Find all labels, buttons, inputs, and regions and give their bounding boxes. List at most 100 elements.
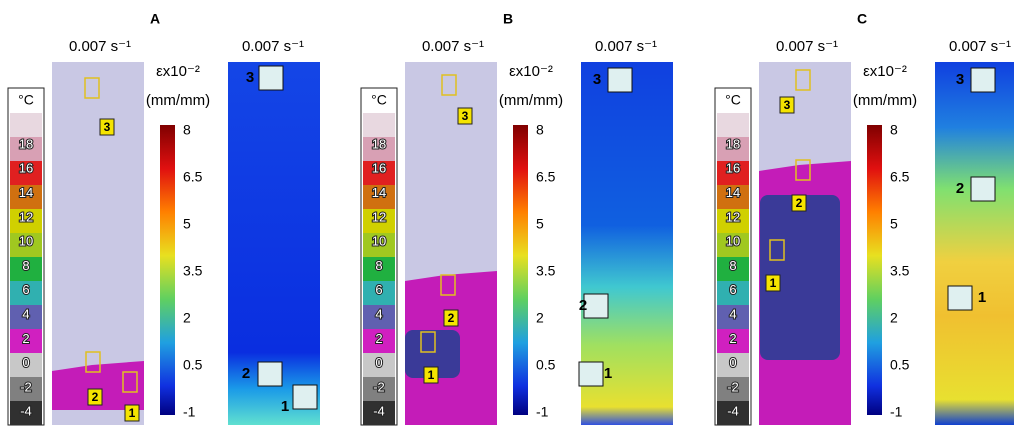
- marker-label: 2: [92, 390, 99, 404]
- marker-label: 3: [784, 98, 791, 112]
- temp-swatch: [717, 401, 749, 425]
- temp-swatch: [363, 113, 395, 137]
- strain-label: 5: [536, 216, 544, 232]
- strain-marker-label: 2: [956, 180, 964, 197]
- thermal-title: 0.007 s⁻¹: [422, 38, 484, 55]
- strain-label: 3.5: [536, 263, 556, 279]
- temp-swatch: [717, 377, 749, 401]
- temp-swatch: [10, 401, 42, 425]
- temp-label: 12: [726, 209, 740, 224]
- strain-title: 0.007 s⁻¹: [242, 38, 304, 55]
- temp-label: 2: [22, 331, 29, 346]
- strain-unit: εx10⁻²: [156, 63, 200, 80]
- temp-swatch: [10, 137, 42, 161]
- temp-swatch: [10, 353, 42, 377]
- temp-swatch: [10, 113, 42, 137]
- marker-label: 3: [104, 120, 111, 134]
- strain-label: -1: [183, 404, 196, 420]
- strain-unit: (mm/mm): [146, 92, 210, 109]
- panel-letter: B: [503, 11, 513, 27]
- temp-label: 14: [726, 185, 740, 200]
- gauge-box: [84, 77, 100, 99]
- strain-gauge: [947, 285, 973, 311]
- strain-label: 2: [890, 310, 898, 326]
- strain-label: 2: [183, 310, 191, 326]
- thermal-title: 0.007 s⁻¹: [69, 38, 131, 55]
- temp-label: 14: [372, 185, 386, 200]
- gauge-box: [420, 331, 436, 353]
- strain-gauge: [578, 361, 604, 387]
- marker-label: 1: [129, 406, 136, 420]
- strain-marker-label: 1: [978, 289, 986, 306]
- temp-label: 4: [22, 307, 29, 322]
- temp-swatch: [10, 209, 42, 233]
- strain-title: 0.007 s⁻¹: [595, 38, 657, 55]
- hot-zone: [52, 361, 144, 410]
- marker-box: [457, 107, 473, 125]
- temp-swatch: [717, 281, 749, 305]
- strain-label: 2: [536, 310, 544, 326]
- temp-label: 0: [22, 355, 29, 370]
- temp-swatch: [717, 353, 749, 377]
- temp-label: -4: [727, 404, 739, 419]
- temp-swatch: [717, 305, 749, 329]
- temp-swatch: [10, 185, 42, 209]
- temp-label: 0: [729, 355, 736, 370]
- marker-label: 2: [448, 311, 455, 325]
- strain-gauge: [607, 67, 633, 93]
- strain-gauge: [258, 65, 284, 91]
- marker-box: [765, 274, 781, 292]
- strain-unit: εx10⁻²: [509, 63, 553, 80]
- temp-label: 18: [726, 136, 740, 151]
- marker-box: [99, 118, 115, 136]
- strain-gauge: [970, 176, 996, 202]
- marker-box: [443, 309, 459, 327]
- marker-box: [87, 388, 103, 406]
- strain-colorbar: [867, 125, 882, 415]
- temp-label: -4: [20, 404, 32, 419]
- strain-map: [935, 62, 1014, 425]
- strain-label: 0.5: [890, 357, 910, 373]
- strain-marker-label: 3: [593, 71, 601, 88]
- strain-label: -1: [890, 404, 903, 420]
- temp-label: 10: [726, 234, 740, 249]
- temp-swatch: [717, 233, 749, 257]
- temp-swatch: [717, 161, 749, 185]
- temp-label: 2: [375, 331, 382, 346]
- cool-zone: [52, 410, 144, 425]
- strain-marker-label: 1: [604, 365, 612, 382]
- temp-swatch: [717, 113, 749, 137]
- temp-swatch: [363, 233, 395, 257]
- temp-label: 16: [372, 161, 386, 176]
- temp-label: 0: [375, 355, 382, 370]
- temp-label: -2: [20, 379, 32, 394]
- strain-label: 6.5: [536, 169, 556, 185]
- strain-label: 8: [183, 122, 191, 138]
- gauge-box: [440, 274, 456, 296]
- temp-swatch: [363, 137, 395, 161]
- temp-swatch: [10, 281, 42, 305]
- temp-label: 6: [729, 282, 736, 297]
- strain-title: 0.007 s⁻¹: [949, 38, 1011, 55]
- temp-swatch: [363, 377, 395, 401]
- temp-swatch: [363, 305, 395, 329]
- temp-swatch: [363, 329, 395, 353]
- temp-swatch: [10, 305, 42, 329]
- strain-label: -1: [536, 404, 549, 420]
- strain-gauge: [292, 384, 318, 410]
- gauge-box: [441, 74, 457, 96]
- temp-swatch: [363, 353, 395, 377]
- temp-swatch: [717, 185, 749, 209]
- strain-unit: εx10⁻²: [863, 63, 907, 80]
- strain-label: 0.5: [536, 357, 556, 373]
- temp-label: 10: [19, 234, 33, 249]
- gauge-box: [122, 371, 138, 393]
- temp-label: 14: [19, 185, 33, 200]
- strain-label: 5: [890, 216, 898, 232]
- gauge-box: [769, 239, 785, 261]
- strain-label: 3.5: [183, 263, 203, 279]
- temp-label: 4: [729, 307, 736, 322]
- gauge-box: [795, 159, 811, 181]
- marker-label: 1: [428, 368, 435, 382]
